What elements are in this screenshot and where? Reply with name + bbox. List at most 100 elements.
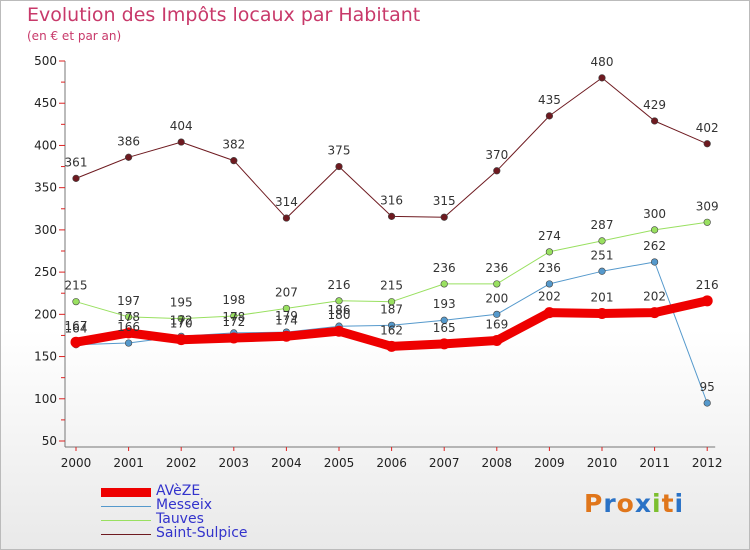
data-point xyxy=(388,212,396,220)
data-label: 169 xyxy=(485,318,508,332)
legend-swatch xyxy=(101,520,151,521)
data-label: 201 xyxy=(591,290,614,304)
logo-letter: r xyxy=(603,489,617,518)
x-tick-label: 2012 xyxy=(692,456,723,470)
data-point xyxy=(70,336,82,348)
data-point xyxy=(703,140,711,148)
legend: AVèZE Messeix Tauves Saint-Sulpice xyxy=(101,483,301,541)
data-point xyxy=(440,213,448,221)
data-label: 287 xyxy=(591,218,614,232)
data-point xyxy=(124,153,133,161)
logo-letter: i xyxy=(674,489,685,518)
legend-label: AVèZE xyxy=(156,483,201,499)
data-label: 435 xyxy=(538,93,561,107)
data-label: 165 xyxy=(433,321,456,335)
data-label: 316 xyxy=(380,193,403,207)
x-tick-label: 2007 xyxy=(429,456,460,470)
data-labels: 361 386 404 382 314 375 316 315 370 435 480 429 402 2… xyxy=(65,55,719,394)
data-point xyxy=(598,74,606,82)
legend-label: Tauves xyxy=(156,511,204,527)
data-label: 187 xyxy=(380,302,403,316)
data-label: 178 xyxy=(222,310,245,324)
logo-letter: t xyxy=(661,489,675,518)
data-point xyxy=(175,334,187,346)
data-point xyxy=(177,138,185,146)
data-point xyxy=(124,339,133,347)
tick-labels: 50 100 150 200 250 300 350 400 450 500 2000 2001 200… xyxy=(34,54,722,470)
data-point xyxy=(545,112,554,120)
y-tick-label: 200 xyxy=(34,307,57,321)
y-tick-label: 50 xyxy=(42,434,57,448)
data-point xyxy=(493,310,501,318)
data-point xyxy=(440,280,448,288)
data-label: 382 xyxy=(222,138,245,152)
y-tick-label: 300 xyxy=(34,223,57,237)
data-label: 186 xyxy=(328,303,351,317)
data-point xyxy=(598,267,606,275)
x-tick-label: 2008 xyxy=(482,456,513,470)
data-point xyxy=(650,117,659,125)
data-label: 172 xyxy=(222,315,245,329)
legend-item-tauves: Tauves xyxy=(101,511,301,527)
data-point xyxy=(650,258,659,266)
data-label: 193 xyxy=(433,297,456,311)
data-label: 198 xyxy=(222,293,245,307)
x-tick-label: 2003 xyxy=(219,456,250,470)
data-point xyxy=(440,316,448,324)
data-label: 195 xyxy=(170,296,193,310)
legend-item-saint-sulpice: Saint-Sulpice xyxy=(101,525,301,541)
data-label: 375 xyxy=(328,144,351,158)
data-point xyxy=(228,332,240,344)
logo-letter: x xyxy=(634,489,652,518)
data-label: 170 xyxy=(170,317,193,331)
data-label: 236 xyxy=(433,261,456,275)
data-label: 370 xyxy=(485,148,508,162)
data-point xyxy=(650,226,659,234)
data-label: 200 xyxy=(485,291,508,305)
x-tick-label: 2000 xyxy=(61,456,92,470)
data-point xyxy=(596,307,608,319)
data-point xyxy=(333,325,345,337)
data-point xyxy=(388,321,396,329)
legend-label: Messeix xyxy=(156,497,213,513)
series-markers xyxy=(70,74,713,407)
data-point xyxy=(493,167,501,175)
data-label: 361 xyxy=(65,155,88,169)
data-label: 429 xyxy=(643,98,666,112)
legend-item-messeix: Messeix xyxy=(101,497,301,513)
data-point xyxy=(701,295,713,307)
data-point xyxy=(438,338,450,350)
data-point xyxy=(177,314,185,323)
data-label: 386 xyxy=(117,134,140,148)
logo-letter: P xyxy=(584,489,604,518)
data-label: 215 xyxy=(380,279,403,293)
x-tick-label: 2010 xyxy=(587,456,618,470)
data-point xyxy=(282,214,291,222)
data-label: 402 xyxy=(696,121,719,135)
data-label: 216 xyxy=(696,278,719,292)
data-point xyxy=(386,340,398,352)
x-tick-label: 2002 xyxy=(166,456,197,470)
data-point xyxy=(649,307,661,319)
x-tick-label: 2005 xyxy=(324,456,355,470)
x-tick-label: 2011 xyxy=(639,456,670,470)
logo-letter: i xyxy=(652,489,662,518)
data-point xyxy=(230,312,238,320)
data-label: 309 xyxy=(696,199,719,213)
data-point xyxy=(230,157,238,165)
data-label: 164 xyxy=(65,322,88,336)
legend-swatch xyxy=(101,534,151,535)
data-label: 274 xyxy=(538,229,561,243)
data-label: 236 xyxy=(538,261,561,275)
data-label: 95 xyxy=(700,380,715,394)
legend-swatch xyxy=(101,506,151,507)
data-label: 197 xyxy=(117,294,140,308)
data-label: 314 xyxy=(275,195,298,209)
proxiti-logo: Proxiti xyxy=(584,489,684,518)
data-point xyxy=(703,399,711,407)
data-point xyxy=(388,298,396,306)
chart-subtitle: (en € et par an) xyxy=(27,29,122,43)
y-tick-label: 400 xyxy=(34,138,57,152)
